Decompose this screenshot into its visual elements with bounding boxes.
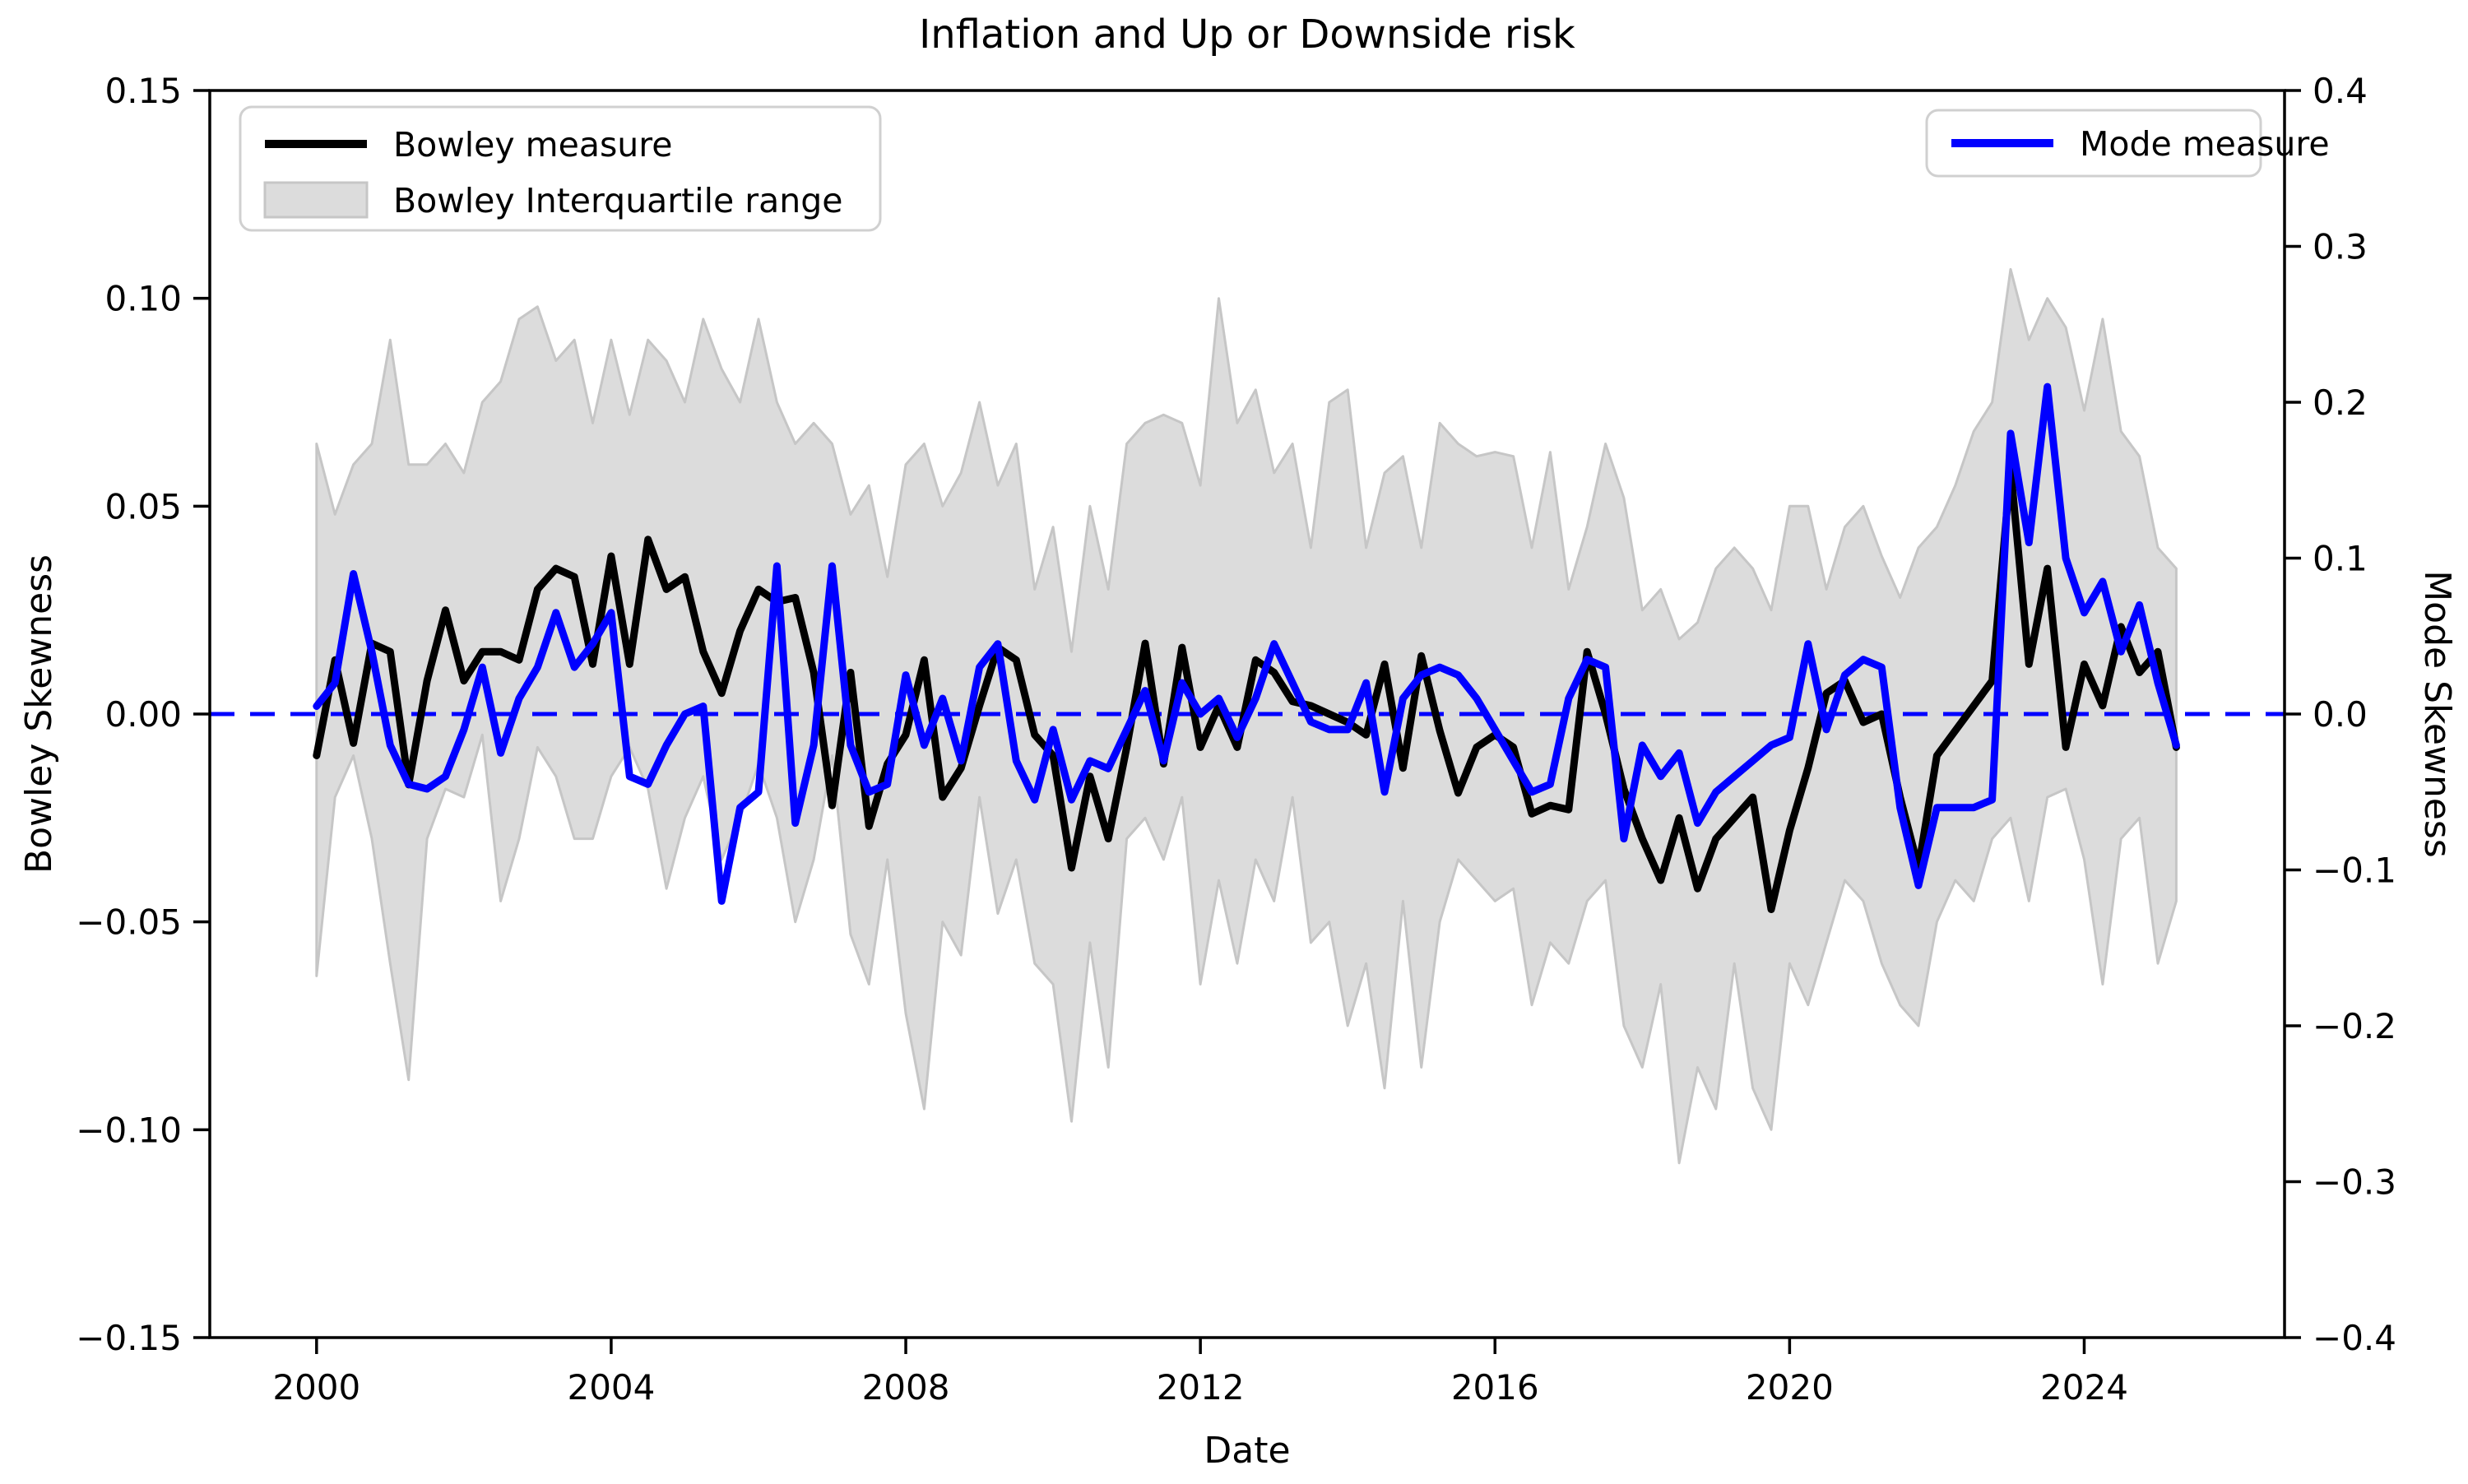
y-right-tick-label: −0.3: [2313, 1162, 2396, 1203]
x-tick-label: 2004: [567, 1367, 655, 1407]
y-axis-left-label: Bowley Skewness: [18, 554, 60, 874]
legend-box: [239, 105, 882, 232]
y-left-tick-label: −0.05: [76, 902, 182, 943]
y-right-tick-label: 0.2: [2313, 383, 2368, 423]
x-axis-label: Date: [1204, 1430, 1290, 1472]
y-right-tick-label: −0.1: [2313, 851, 2396, 891]
y-right-tick-label: −0.2: [2313, 1006, 2396, 1046]
y-axis-left-ticks: 0.15 0.10 0.05 0.00 −0.05 −0.10 −0.15: [76, 71, 210, 1358]
y-axis-right-ticks: 0.4 0.3 0.2 0.1 0.0 −0.1 −0.2 −0.3 −0.4: [2285, 71, 2396, 1358]
x-tick-label: 2008: [862, 1367, 950, 1407]
y-right-tick-label: 0.1: [2313, 539, 2368, 579]
y-right-tick-label: 0.4: [2313, 71, 2368, 111]
mode-measure-line: [313, 383, 2180, 905]
y-right-tick-label: −0.4: [2313, 1318, 2396, 1358]
y-left-tick-label: −0.15: [76, 1318, 182, 1358]
legend-swatch-iqr-patch: [263, 181, 369, 219]
x-tick-label: 2020: [1746, 1367, 1834, 1407]
y-left-tick-label: 0.05: [104, 486, 182, 526]
y-left-tick-label: 0.10: [104, 279, 182, 319]
legend-label-bowley: Bowley measure: [393, 125, 672, 165]
y-left-tick-label: 0.00: [104, 694, 182, 735]
x-tick-label: 2012: [1157, 1367, 1245, 1407]
x-axis-ticks: 2000 2004 2008 2012 2016 2020 2024: [272, 1338, 2128, 1407]
y-left-tick-label: 0.15: [104, 71, 182, 111]
y-right-tick-label: 0.3: [2313, 227, 2368, 267]
y-left-tick-label: −0.10: [76, 1110, 182, 1150]
legend-label-mode: Mode measure: [2080, 124, 2330, 164]
legend-mode: Mode measure: [1925, 109, 2330, 178]
bowley-measure-line: [313, 465, 2180, 913]
legend-box: [1925, 109, 2262, 178]
legend-bowley: Bowley measure Bowley Interquartile rang…: [239, 105, 882, 232]
chart-title: Inflation and Up or Downside risk: [919, 12, 1575, 58]
legend-label-iqr: Bowley Interquartile range: [393, 181, 843, 220]
y-right-tick-label: 0.0: [2313, 694, 2368, 735]
x-tick-label: 2000: [272, 1367, 360, 1407]
x-tick-label: 2016: [1451, 1367, 1539, 1407]
y-axis-right-label: Mode Skewness: [2416, 570, 2458, 858]
x-tick-label: 2024: [2040, 1367, 2128, 1407]
